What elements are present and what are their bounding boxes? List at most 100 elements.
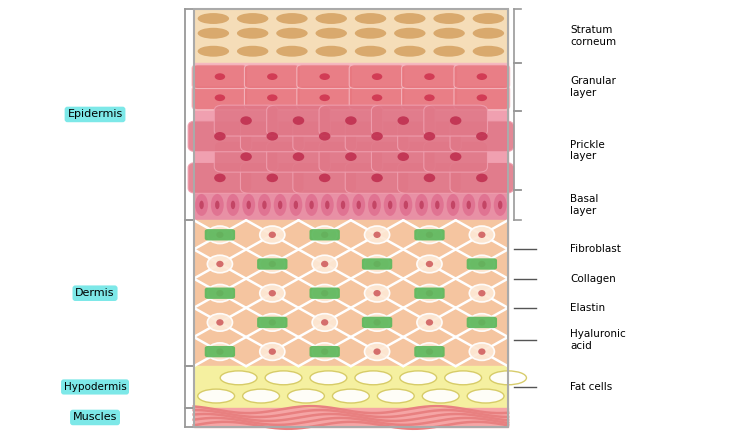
Ellipse shape xyxy=(374,232,381,238)
Ellipse shape xyxy=(425,232,433,238)
FancyBboxPatch shape xyxy=(214,141,278,172)
Ellipse shape xyxy=(365,255,390,273)
Ellipse shape xyxy=(425,290,433,296)
Ellipse shape xyxy=(319,174,330,182)
Ellipse shape xyxy=(292,153,304,161)
Ellipse shape xyxy=(197,28,229,39)
Ellipse shape xyxy=(260,313,285,331)
FancyBboxPatch shape xyxy=(297,65,352,89)
Ellipse shape xyxy=(345,153,357,161)
FancyBboxPatch shape xyxy=(450,163,514,193)
Ellipse shape xyxy=(435,201,439,209)
FancyBboxPatch shape xyxy=(424,105,488,136)
Ellipse shape xyxy=(357,201,361,209)
Ellipse shape xyxy=(424,73,435,80)
Ellipse shape xyxy=(312,284,337,302)
FancyBboxPatch shape xyxy=(414,287,444,299)
Ellipse shape xyxy=(316,28,347,39)
Ellipse shape xyxy=(319,95,330,101)
Ellipse shape xyxy=(220,371,257,385)
Ellipse shape xyxy=(431,194,444,216)
Ellipse shape xyxy=(433,28,465,39)
Ellipse shape xyxy=(208,313,232,331)
Text: Epidermis: Epidermis xyxy=(67,109,123,119)
FancyBboxPatch shape xyxy=(401,86,458,109)
Ellipse shape xyxy=(478,319,485,326)
Ellipse shape xyxy=(355,28,386,39)
Ellipse shape xyxy=(372,95,382,101)
Ellipse shape xyxy=(355,46,386,57)
Ellipse shape xyxy=(417,313,442,331)
Ellipse shape xyxy=(355,13,386,24)
FancyBboxPatch shape xyxy=(297,86,352,109)
Ellipse shape xyxy=(312,313,337,331)
FancyBboxPatch shape xyxy=(414,229,444,241)
Ellipse shape xyxy=(371,132,383,140)
Ellipse shape xyxy=(490,371,526,385)
FancyBboxPatch shape xyxy=(188,163,251,193)
Text: Fibroblast: Fibroblast xyxy=(570,245,621,254)
Ellipse shape xyxy=(394,13,425,24)
Ellipse shape xyxy=(424,174,435,182)
Ellipse shape xyxy=(404,201,408,209)
FancyBboxPatch shape xyxy=(293,163,357,193)
Ellipse shape xyxy=(374,319,381,326)
Ellipse shape xyxy=(372,73,382,80)
FancyBboxPatch shape xyxy=(244,86,300,109)
Ellipse shape xyxy=(260,284,285,302)
FancyBboxPatch shape xyxy=(240,163,304,193)
Text: Granular
layer: Granular layer xyxy=(570,76,616,98)
Ellipse shape xyxy=(352,194,366,216)
Ellipse shape xyxy=(476,174,488,182)
FancyBboxPatch shape xyxy=(257,258,287,270)
Ellipse shape xyxy=(267,132,278,140)
FancyBboxPatch shape xyxy=(371,141,435,172)
Ellipse shape xyxy=(374,261,381,267)
Ellipse shape xyxy=(268,261,276,267)
Ellipse shape xyxy=(267,95,278,101)
Ellipse shape xyxy=(197,46,229,57)
Ellipse shape xyxy=(276,28,308,39)
Ellipse shape xyxy=(198,389,235,403)
FancyBboxPatch shape xyxy=(424,141,488,172)
Ellipse shape xyxy=(372,201,376,209)
Ellipse shape xyxy=(398,153,409,161)
Ellipse shape xyxy=(478,232,485,238)
Ellipse shape xyxy=(215,73,225,80)
Ellipse shape xyxy=(211,194,224,216)
Ellipse shape xyxy=(469,255,494,273)
Ellipse shape xyxy=(388,201,393,209)
Ellipse shape xyxy=(240,116,252,125)
Ellipse shape xyxy=(278,201,282,209)
Ellipse shape xyxy=(398,116,409,125)
FancyBboxPatch shape xyxy=(267,105,330,136)
Ellipse shape xyxy=(316,46,347,57)
FancyBboxPatch shape xyxy=(309,287,340,299)
Ellipse shape xyxy=(321,194,334,216)
Ellipse shape xyxy=(208,255,232,273)
FancyBboxPatch shape xyxy=(401,65,458,89)
FancyBboxPatch shape xyxy=(362,317,393,328)
Ellipse shape xyxy=(260,226,285,244)
Ellipse shape xyxy=(469,343,494,361)
Ellipse shape xyxy=(208,343,232,361)
Text: Hypodermis: Hypodermis xyxy=(64,382,126,392)
Ellipse shape xyxy=(242,194,255,216)
Ellipse shape xyxy=(265,371,302,385)
Ellipse shape xyxy=(450,116,461,125)
FancyBboxPatch shape xyxy=(319,141,383,172)
Bar xyxy=(194,9,508,63)
Ellipse shape xyxy=(305,194,318,216)
Ellipse shape xyxy=(469,313,494,331)
Ellipse shape xyxy=(469,284,494,302)
Ellipse shape xyxy=(208,284,232,302)
Ellipse shape xyxy=(433,46,465,57)
Ellipse shape xyxy=(450,153,461,161)
Text: Fat cells: Fat cells xyxy=(570,382,613,392)
Ellipse shape xyxy=(268,232,276,238)
FancyBboxPatch shape xyxy=(398,163,461,193)
Ellipse shape xyxy=(195,194,208,216)
Ellipse shape xyxy=(321,319,328,326)
Ellipse shape xyxy=(365,284,390,302)
Ellipse shape xyxy=(243,389,279,403)
